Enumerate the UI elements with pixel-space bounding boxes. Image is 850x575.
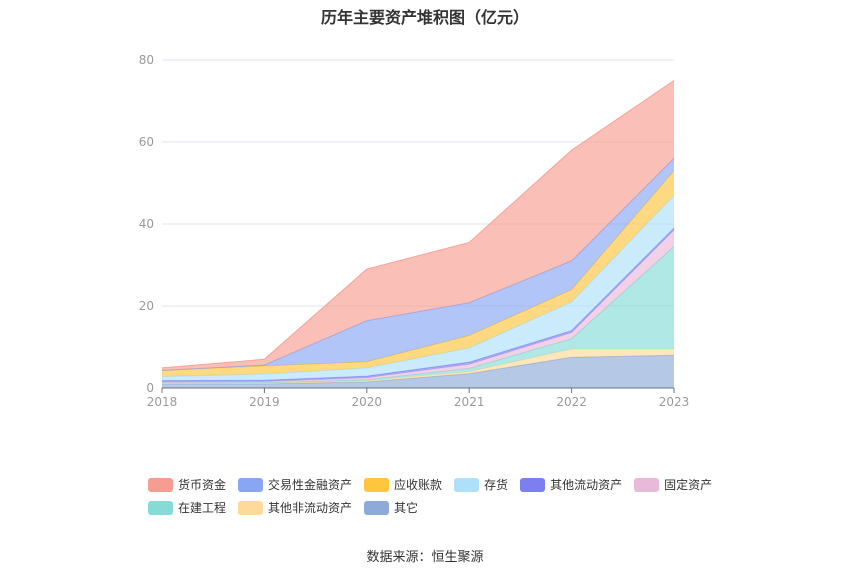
area-edge-货币资金 <box>161 80 675 369</box>
legend-label: 存货 <box>484 478 509 492</box>
area-edge-应收账款 <box>161 170 675 371</box>
legend-swatch <box>148 477 173 492</box>
y-tick-label: 0 <box>146 381 154 395</box>
legend-label: 其他非流动资产 <box>268 501 353 515</box>
area-其它[interactable] <box>162 355 674 388</box>
area-在建工程[interactable] <box>162 246 674 384</box>
axes: 0 20 40 60 80 2018 2019 2020 2021 2022 2023 <box>139 53 690 409</box>
legend-swatch <box>238 500 264 515</box>
area-存货[interactable] <box>162 195 674 381</box>
area-其他非流动资产[interactable] <box>162 349 674 384</box>
x-tick-label: 2023 <box>659 395 690 409</box>
x-tick-label: 2022 <box>556 395 587 409</box>
legend-swatch <box>364 477 390 492</box>
x-tick-label: 2020 <box>352 395 383 409</box>
stacked-area-chart: 0 20 40 60 80 2018 2019 2020 2021 2022 2023 <box>139 53 690 409</box>
legend: 货币资金 交易性金融资产 应收账款 存货 其他流动资产 固定资产在建工程 其他非流动资产 其它 <box>148 473 728 519</box>
y-tick-label: 60 <box>139 135 154 149</box>
legend-label: 其它 <box>394 501 419 515</box>
legend-item[interactable]: 货币资金 <box>148 473 226 496</box>
legend-swatch <box>520 477 546 492</box>
legend-item[interactable]: 在建工程 <box>148 496 226 519</box>
area-货币资金[interactable] <box>162 80 674 371</box>
legend-item[interactable]: 其他流动资产 <box>520 473 622 496</box>
legend-item[interactable]: 交易性金融资产 <box>238 473 352 496</box>
legend-label: 应收账款 <box>394 478 443 492</box>
chart-title: 历年主要资产堆积图（亿元） <box>320 8 529 27</box>
legend-item[interactable]: 存货 <box>454 473 508 496</box>
x-tick-label: 2019 <box>249 395 280 409</box>
legend-swatch <box>634 477 660 492</box>
legend-item[interactable]: 其他非流动资产 <box>238 496 352 519</box>
legend-item[interactable]: 固定资产 <box>634 473 712 496</box>
x-tick-label: 2021 <box>454 395 485 409</box>
area-series <box>161 80 675 388</box>
y-tick-label: 20 <box>139 299 154 313</box>
data-source-note: 数据来源：恒生聚源 <box>366 550 484 565</box>
legend-swatch <box>364 500 390 515</box>
legend-label: 固定资产 <box>664 478 713 492</box>
legend-label: 货币资金 <box>178 478 227 492</box>
legend-label: 交易性金融资产 <box>268 478 353 492</box>
area-固定资产[interactable] <box>162 230 674 383</box>
legend-swatch <box>238 477 264 492</box>
legend-swatch <box>454 477 480 492</box>
area-交易性金融资产[interactable] <box>162 158 674 371</box>
y-tick-label: 80 <box>139 53 154 67</box>
legend-label: 在建工程 <box>178 501 227 515</box>
legend-item[interactable]: 应收账款 <box>364 473 442 496</box>
legend-item[interactable]: 其它 <box>364 496 418 519</box>
x-tick-label: 2018 <box>147 395 178 409</box>
legend-swatch <box>148 500 173 515</box>
legend-label: 其他流动资产 <box>550 478 623 492</box>
y-tick-label: 40 <box>139 217 154 231</box>
